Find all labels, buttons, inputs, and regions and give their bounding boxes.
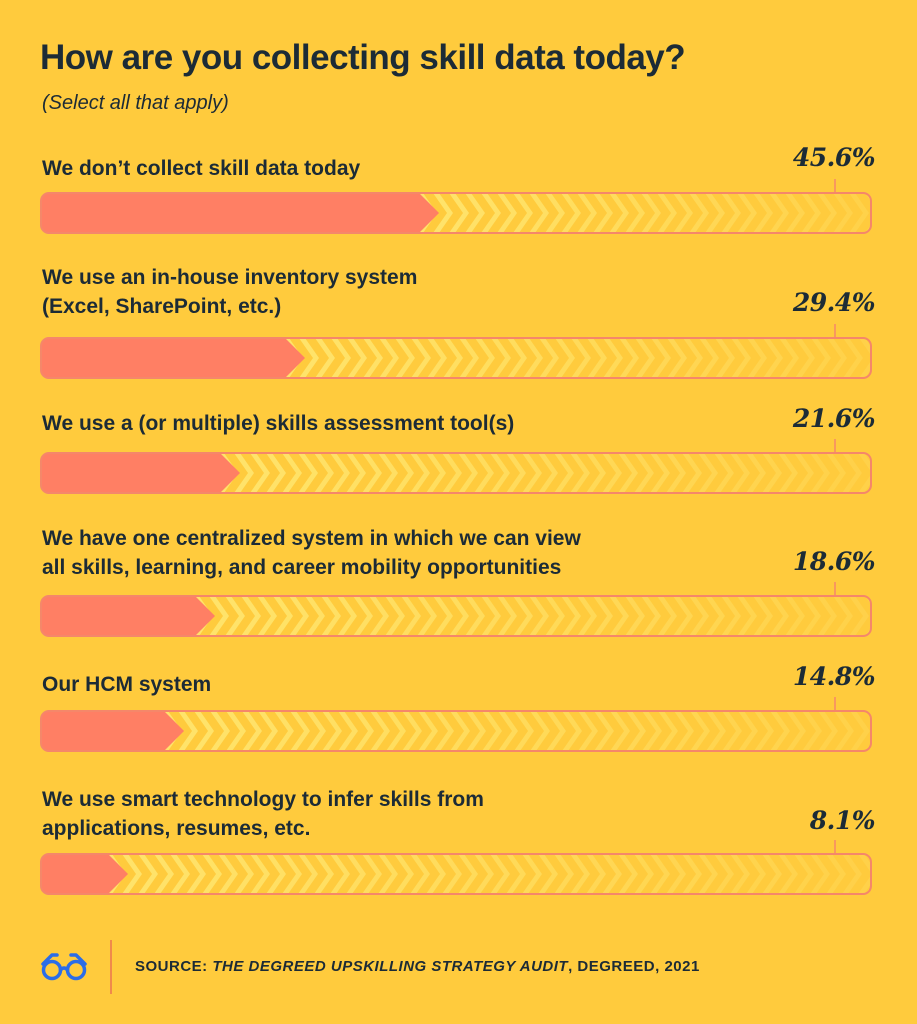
bar-track-chevrons (162, 711, 871, 751)
value-label: 8.1% (809, 806, 876, 835)
category-label: We have one centralized system in which … (42, 527, 581, 579)
source-title: THE DEGREED UPSKILLING STRATEGY AUDIT (212, 958, 569, 975)
category-label: We don’t collect skill data today (42, 157, 361, 180)
bar (41, 338, 305, 378)
bar-track (40, 192, 872, 234)
value-label: 14.8% (792, 662, 876, 691)
bar-track-chevrons (106, 854, 871, 894)
glasses-icon (40, 952, 88, 987)
bar-track (40, 452, 872, 494)
bar-group (40, 582, 872, 637)
chart-title: How are you collecting skill data today? (40, 38, 686, 77)
bar-track-chevrons (283, 338, 871, 378)
category-label: We use a (or multiple) skills assessment… (42, 412, 515, 435)
bar-track-chevrons (417, 193, 871, 233)
source-prefix: SOURCE: (135, 958, 213, 975)
value-label: 45.6% (792, 143, 876, 172)
bar-track (40, 710, 872, 752)
bar-group (40, 324, 872, 379)
bar-track (40, 337, 872, 379)
bar-group (40, 697, 872, 752)
value-label: 18.6% (792, 547, 876, 576)
value-label: 21.6% (792, 404, 876, 433)
bar-track-chevrons (218, 453, 871, 493)
bar-group (40, 439, 872, 494)
bar-track (40, 853, 872, 895)
bar (41, 854, 128, 894)
source-suffix: , DEGREED, 2021 (568, 958, 700, 975)
bar (41, 193, 439, 233)
value-label: 29.4% (792, 288, 876, 317)
bar-track-chevrons (193, 596, 871, 636)
footer-divider (110, 940, 112, 994)
source-citation: SOURCE: THE DEGREED UPSKILLING STRATEGY … (135, 958, 700, 975)
category-label: We use smart technology to infer skills … (42, 788, 484, 840)
bar (41, 453, 240, 493)
category-label: Our HCM system (42, 673, 212, 696)
bar-track (40, 595, 872, 637)
bar (41, 711, 184, 751)
bar (41, 596, 215, 636)
bar-group (40, 179, 872, 234)
chart-subtitle: (Select all that apply) (42, 92, 229, 114)
bar-group (40, 840, 872, 895)
category-label: We use an in-house inventory system (Exc… (42, 266, 418, 318)
